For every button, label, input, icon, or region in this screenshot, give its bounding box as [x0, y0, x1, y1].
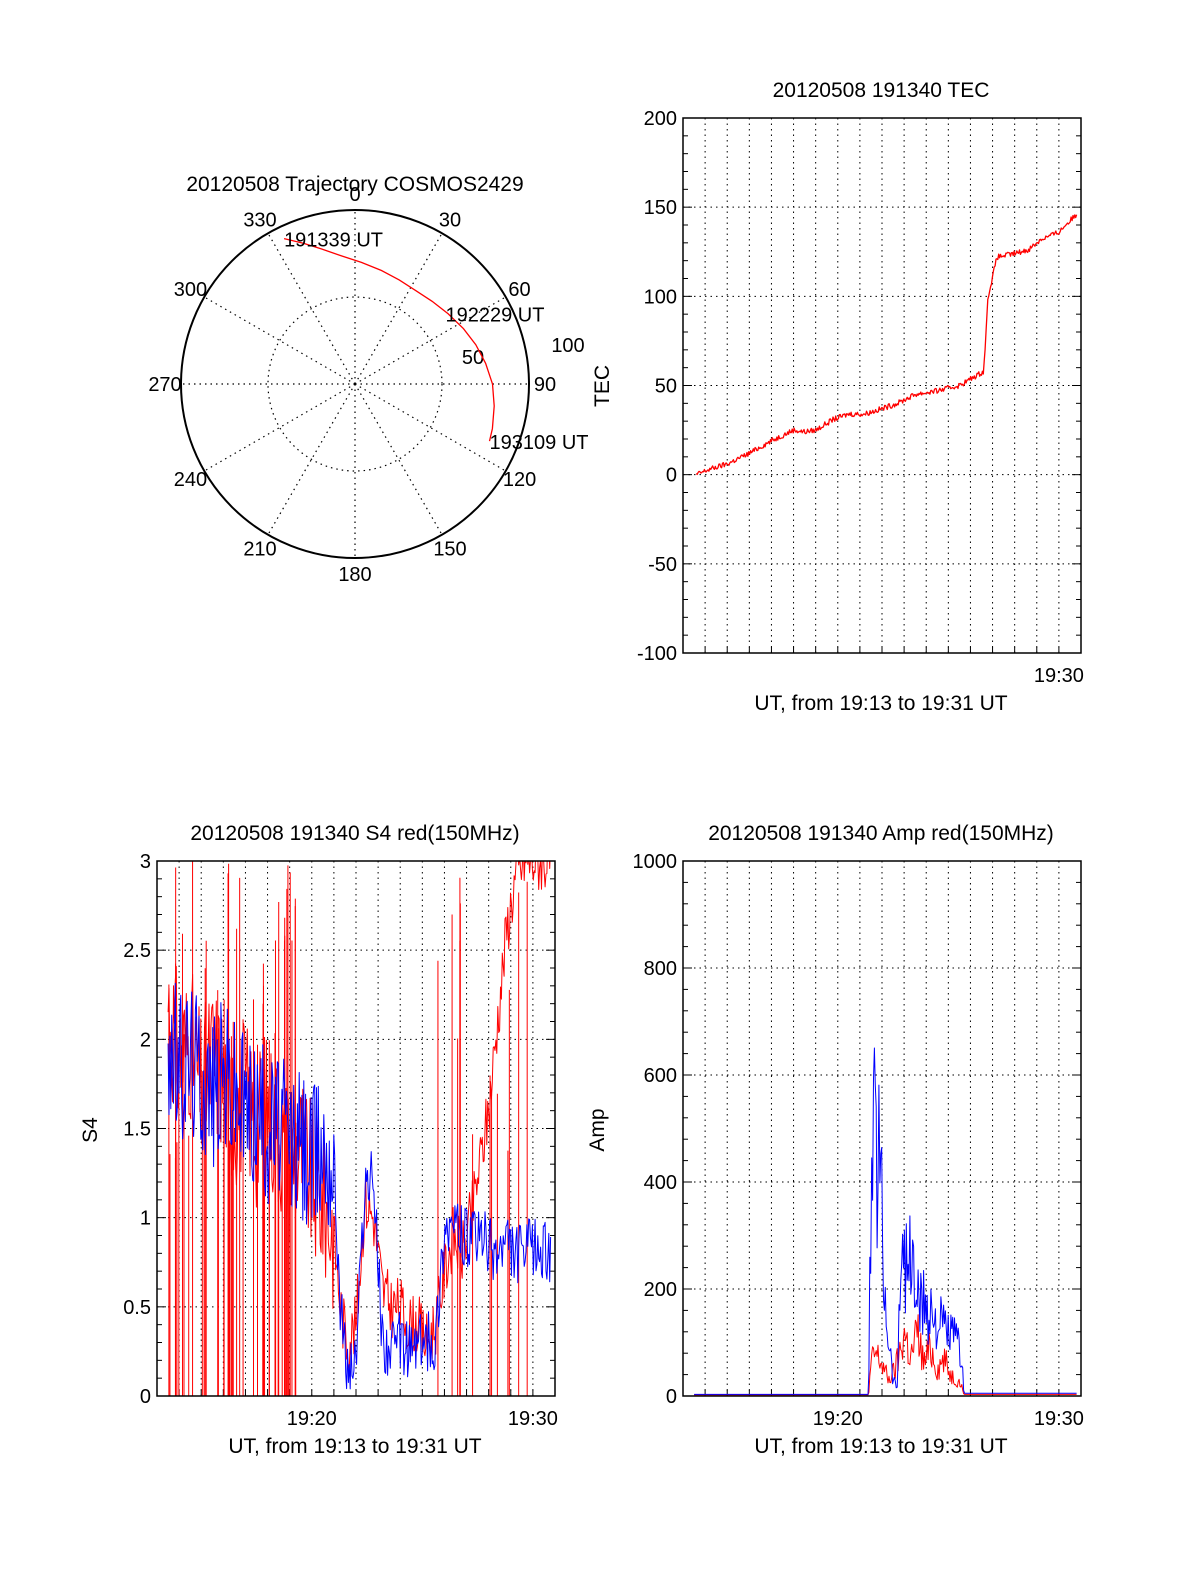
polar-annotations: 191339 UT 192229 UT 193109 UT [284, 230, 588, 455]
polar-spoke-210 [267, 383, 356, 535]
s4-ytick-2: 2 [140, 1029, 151, 1051]
tec-ytick-200: 200 [644, 108, 677, 130]
angle-label-240: 240 [174, 469, 207, 491]
s4-series-group [167, 861, 552, 1396]
angle-label-180: 180 [338, 564, 371, 586]
time-annotation-1: 192229 UT [445, 304, 544, 326]
trajectory-polar-chart: 20120508 Trajectory COSMOS2429 0 30 60 90 12… [148, 173, 588, 586]
amp-ytick-600: 600 [644, 1065, 677, 1087]
tec-plot-area: -100 -50 0 50 100 150 200 19:30 [637, 108, 1084, 687]
amp-xtick-19:20: 19:20 [813, 1408, 863, 1430]
amp-series-group [694, 1047, 1077, 1396]
amp-ytick-400: 400 [644, 1172, 677, 1194]
s4-xlabel: UT, from 19:13 to 19:31 UT [228, 1435, 481, 1458]
polar-angle-labels: 0 30 60 90 120 150 180 210 240 270 300 330 [148, 184, 556, 586]
tec-series-group [695, 214, 1078, 476]
angle-label-270: 270 [148, 374, 181, 396]
s4-xtick-19:20: 19:20 [287, 1408, 337, 1430]
tec-chart: 20120508 191340 TEC TEC UT, from 19:13 t… [591, 79, 1084, 715]
s4-ytick-0.5: 0.5 [123, 1297, 151, 1319]
amp-title: 20120508 191340 Amp red(150MHz) [708, 822, 1054, 845]
polar-spoke-150 [354, 383, 443, 535]
s4-series-line-1 [167, 982, 552, 1390]
polar-series [283, 237, 495, 442]
angle-label-0: 0 [349, 184, 360, 206]
amp-ytick-1000: 1000 [633, 851, 678, 873]
tec-ytick-50: 50 [655, 376, 677, 398]
amp-ytick-200: 200 [644, 1279, 677, 1301]
tec-ytick-150: 150 [644, 197, 677, 219]
angle-label-210: 210 [243, 539, 276, 561]
polar-spoke-30 [354, 233, 443, 385]
s4-series-line-0 [167, 861, 551, 1370]
polar-spoke-60 [354, 296, 506, 385]
amp-series-line-1 [694, 1047, 1077, 1395]
s4-ylabel: S4 [79, 1117, 102, 1143]
amp-chart: 20120508 191340 Amp red(150MHz) Amp UT, … [586, 822, 1084, 1458]
polar-spoke-300 [204, 296, 356, 385]
amp-ytick-800: 800 [644, 958, 677, 980]
angle-label-60: 60 [508, 279, 530, 301]
tec-ytick-0: 0 [666, 465, 677, 487]
polar-ring-50 [267, 296, 443, 472]
polar-radial-labels: 50 100 [462, 335, 585, 369]
tec-ytick--50: -50 [648, 554, 677, 576]
amp-ylabel: Amp [586, 1108, 609, 1151]
s4-ytick-0: 0 [140, 1386, 151, 1408]
s4-plot-area: 0 0.5 1 1.5 2 2.5 3 19:20 19:30 [123, 851, 558, 1430]
s4-ytick-1: 1 [140, 1208, 151, 1230]
s4-ytick-1.5: 1.5 [123, 1119, 151, 1141]
amp-frame [682, 860, 1082, 1397]
polar-outer-circle [180, 209, 530, 559]
angle-label-330: 330 [243, 209, 276, 231]
trajectory-title: 20120508 Trajectory COSMOS2429 [186, 173, 523, 196]
polar-grid [180, 209, 530, 559]
angle-label-300: 300 [174, 279, 207, 301]
time-annotation-2: 193109 UT [490, 432, 589, 454]
polar-spoke-240 [204, 383, 356, 472]
s4-ytick-2.5: 2.5 [123, 940, 151, 962]
polar-spoke-330 [267, 233, 356, 385]
tec-ytick--100: -100 [637, 643, 677, 665]
time-annotation-0: 191339 UT [284, 230, 383, 252]
tec-xtick-19:30: 19:30 [1034, 665, 1084, 687]
polar-spoke-120 [354, 383, 506, 472]
angle-label-150: 150 [433, 539, 466, 561]
amp-xtick-19:30: 19:30 [1034, 1408, 1084, 1430]
s4-ytick-3: 3 [140, 851, 151, 873]
angle-label-90: 90 [534, 374, 556, 396]
radial-label-100: 100 [551, 335, 584, 357]
s4-title: 20120508 191340 S4 red(150MHz) [190, 822, 519, 845]
tec-series-line-0 [695, 214, 1078, 476]
s4-xtick-19:30: 19:30 [508, 1408, 558, 1430]
s4-frame [156, 860, 556, 1397]
tec-ylabel: TEC [591, 365, 614, 407]
radial-label-50: 50 [462, 347, 484, 369]
amp-ytick-0: 0 [666, 1386, 677, 1408]
tec-frame [682, 117, 1082, 654]
tec-ytick-100: 100 [644, 286, 677, 308]
s4-chart: 20120508 191340 S4 red(150MHz) S4 UT, fr… [79, 822, 558, 1458]
angle-label-120: 120 [503, 469, 536, 491]
amp-xlabel: UT, from 19:13 to 19:31 UT [754, 1435, 1007, 1458]
amp-plot-area: 0 200 400 600 800 1000 19:20 19:30 [633, 851, 1084, 1430]
angle-label-30: 30 [439, 209, 461, 231]
amp-series-line-0 [694, 1314, 1077, 1396]
tec-title: 20120508 191340 TEC [773, 79, 990, 102]
tec-xlabel: UT, from 19:13 to 19:31 UT [754, 692, 1007, 715]
trajectory-line-0 [283, 237, 495, 442]
